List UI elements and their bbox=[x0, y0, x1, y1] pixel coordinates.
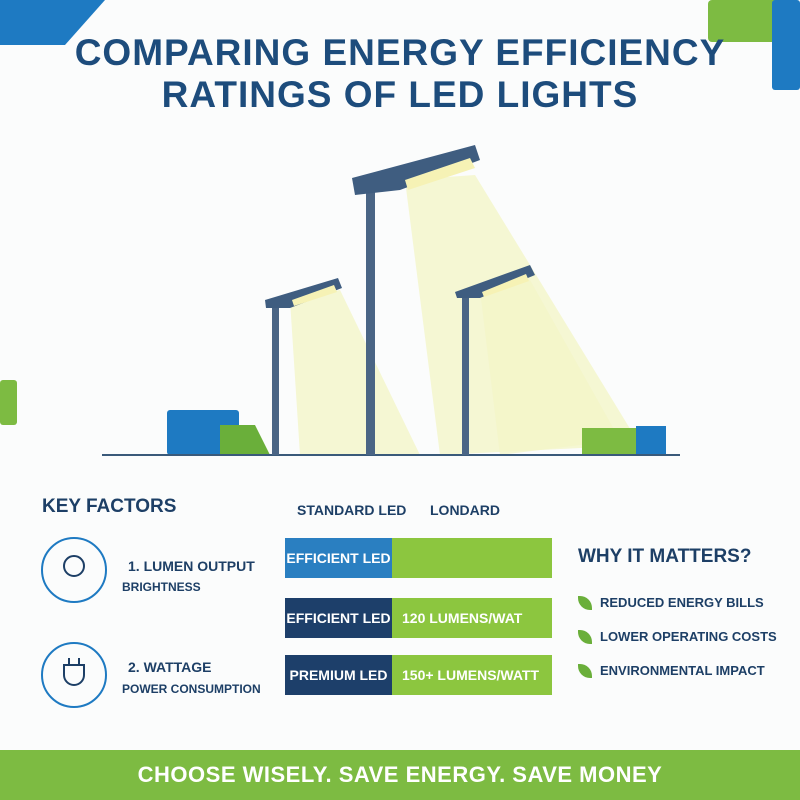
row-value: 150+ LUMENS/WATT bbox=[392, 655, 552, 695]
lamp-light bbox=[405, 158, 475, 190]
section-title: WHY IT MATTERS? bbox=[578, 546, 752, 567]
lamp-light bbox=[292, 285, 337, 306]
icon-lightbulb bbox=[41, 537, 107, 603]
comparison-row: EFFICIENT LED bbox=[285, 538, 552, 578]
lamp-pole bbox=[366, 190, 375, 455]
corner-shape bbox=[708, 0, 783, 42]
lamp-light bbox=[482, 274, 529, 297]
column-header: STANDARD LED bbox=[297, 502, 407, 518]
icon-plug bbox=[41, 642, 107, 708]
factor-label: 2. WATTAGE bbox=[128, 659, 212, 675]
corner-shape bbox=[0, 0, 105, 45]
corner-shape bbox=[0, 380, 17, 425]
building bbox=[636, 426, 666, 455]
why-item: REDUCED ENERGY BILLS bbox=[578, 595, 764, 610]
lamp-head bbox=[352, 145, 480, 195]
factor-sub: BRIGHTNESS bbox=[122, 580, 201, 594]
leaf-icon bbox=[578, 629, 592, 644]
footer: CHOOSE WISELY. SAVE ENERGY. SAVE MONEY bbox=[0, 750, 800, 800]
icon-plug bbox=[63, 658, 85, 686]
row-bar bbox=[392, 538, 552, 578]
why-item: LOWER OPERATING COSTS bbox=[578, 629, 777, 644]
footer-text: CHOOSE WISELY. SAVE ENERGY. SAVE MONEY bbox=[137, 762, 663, 787]
why-text: ENVIRONMENTAL IMPACT bbox=[600, 663, 765, 678]
lamp-head bbox=[265, 278, 342, 308]
title-line: COMPARING ENERGY EFFICIENCY bbox=[74, 32, 726, 73]
column-header: LONDARD bbox=[430, 502, 500, 518]
row-name: EFFICIENT LED bbox=[285, 598, 392, 638]
building bbox=[220, 425, 270, 455]
why-text: REDUCED ENERGY BILLS bbox=[600, 595, 764, 610]
comparison-row: PREMIUM LED 150+ LUMENS/WATT bbox=[285, 655, 552, 695]
building bbox=[582, 428, 642, 455]
light-beam bbox=[480, 280, 620, 455]
corner-shape bbox=[772, 0, 800, 90]
lamp-pole bbox=[272, 300, 279, 455]
factor-label: 1. LUMEN OUTPUT bbox=[128, 558, 255, 574]
leaf-icon bbox=[578, 595, 592, 610]
why-text: LOWER OPERATING COSTS bbox=[600, 629, 777, 644]
leaf-icon bbox=[578, 663, 592, 678]
lamp-head bbox=[455, 265, 535, 298]
section-title: KEY FACTORS bbox=[42, 496, 177, 517]
row-name: EFFICIENT LED bbox=[285, 538, 392, 578]
icon-lightbulb bbox=[63, 555, 85, 577]
row-value: 120 LUMENS/WAT bbox=[392, 598, 552, 638]
comparison-row: EFFICIENT LED 120 LUMENS/WAT bbox=[285, 598, 552, 638]
why-item: ENVIRONMENTAL IMPACT bbox=[578, 663, 765, 678]
factor-sub: POWER CONSUMPTION bbox=[122, 682, 261, 696]
row-name: PREMIUM LED bbox=[285, 655, 392, 695]
light-beam bbox=[290, 290, 420, 455]
lamp-pole bbox=[462, 292, 469, 455]
title-line: RATINGS OF LED LIGHTS bbox=[161, 74, 639, 115]
